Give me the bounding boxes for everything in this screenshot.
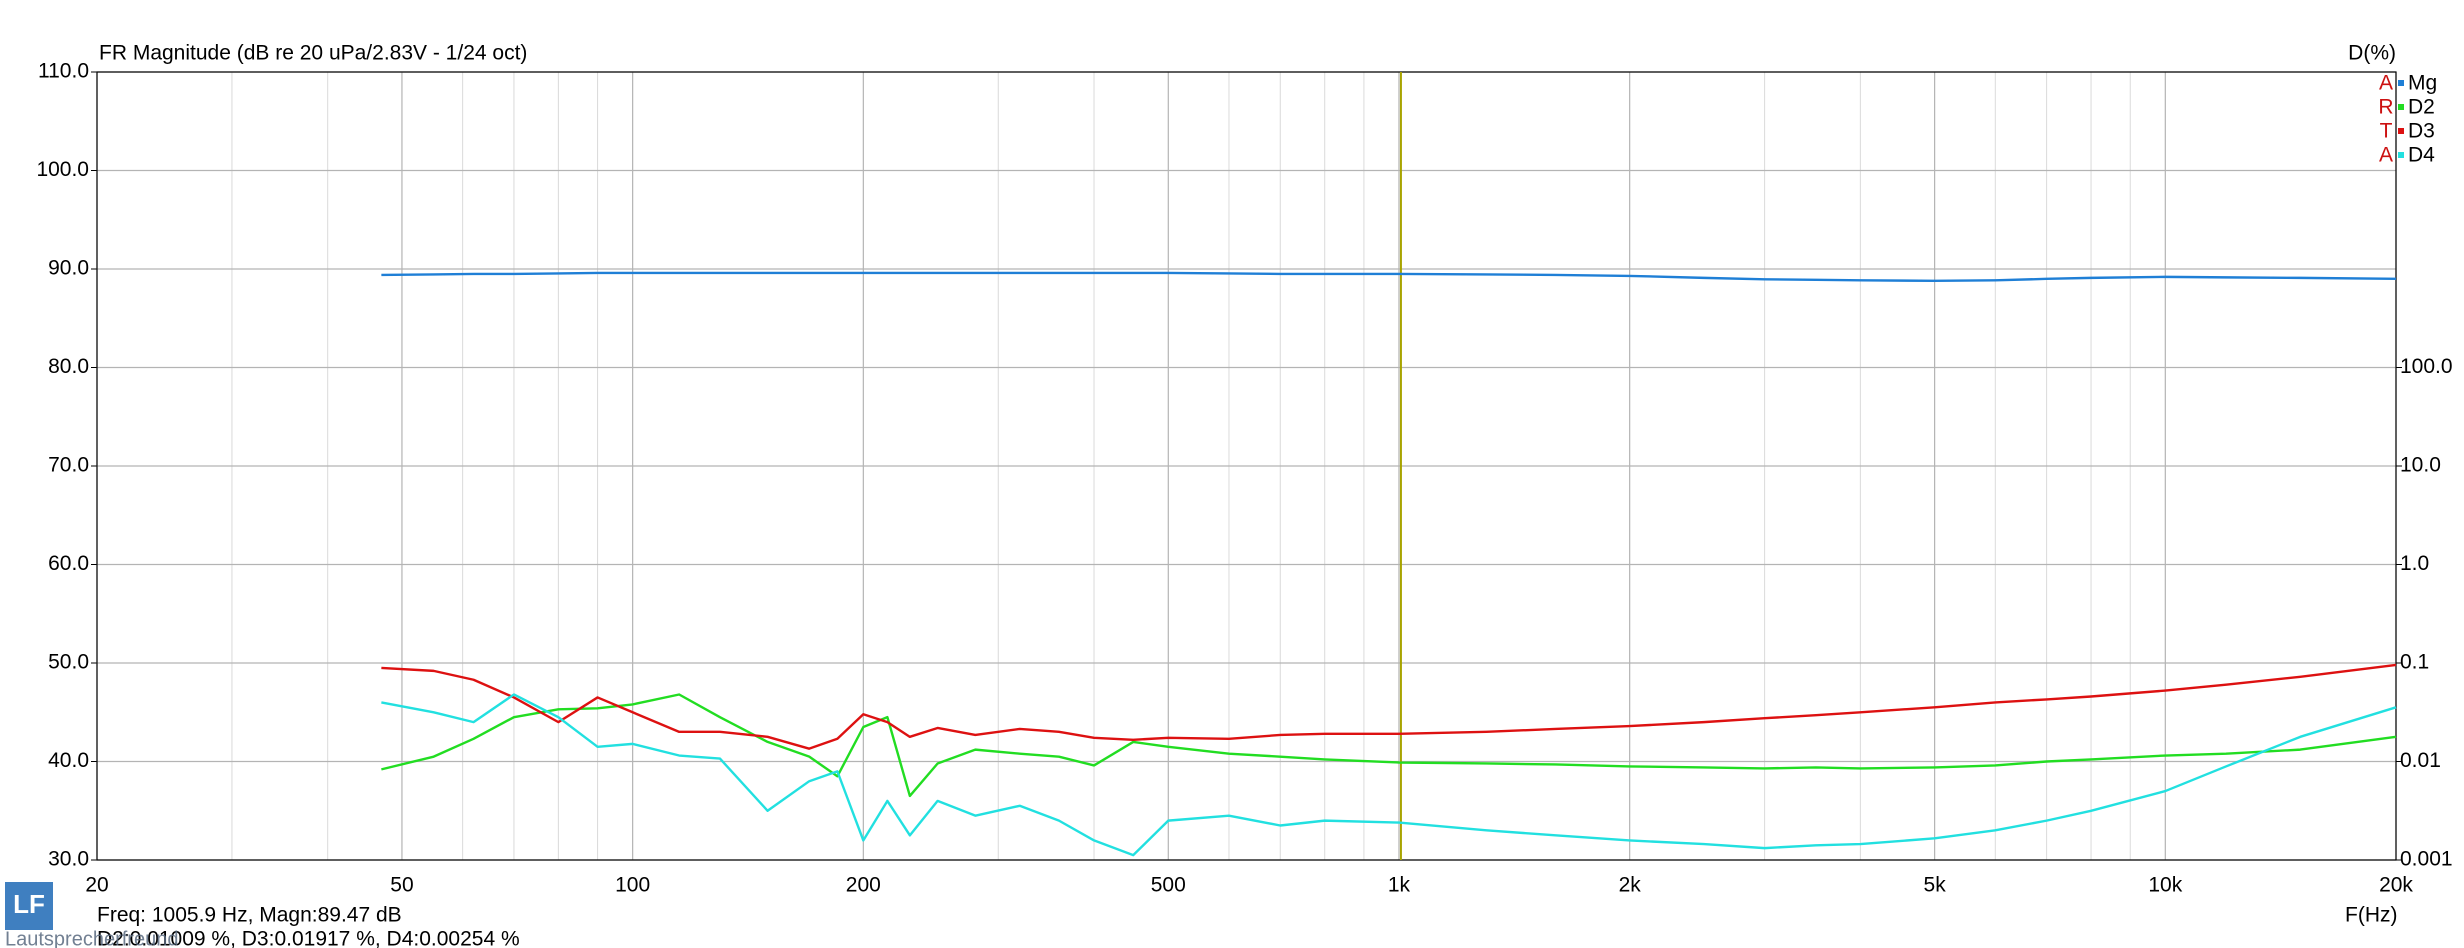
watermark: Lautsprecherfreund (5, 928, 178, 948)
legend-label: D2 (2408, 96, 2435, 119)
x-tick-label: 20 (85, 874, 108, 897)
y-tick-label: 110.0 (38, 60, 89, 83)
y2-axis-label: D(%) (2348, 42, 2396, 65)
legend-label: D4 (2408, 144, 2435, 167)
readout-line: D2:0.01009 %, D3:0.01917 %, D4:0.00254 % (97, 928, 520, 948)
x-tick-label: 5k (1924, 874, 1947, 897)
chart-title: FR Magnitude (dB re 20 uPa/2.83V - 1/24 … (99, 42, 527, 65)
side-letter: A (2379, 72, 2393, 95)
y-tick-label: 80.0 (48, 355, 89, 378)
y2-tick-label: 100.0 (2400, 355, 2453, 378)
y2-tick-label: 1.0 (2400, 552, 2429, 575)
x-tick-label: 50 (390, 874, 413, 897)
series-line (381, 271, 2397, 283)
y2-tick-label: 10.0 (2400, 454, 2441, 477)
side-letter: A (2379, 144, 2393, 167)
series-line (381, 663, 2397, 750)
y2-tick-label: 0.001 (2400, 848, 2453, 871)
legend-swatch (2398, 152, 2404, 158)
logo-box (5, 882, 53, 930)
side-letter: R (2378, 96, 2393, 119)
y-tick-label: 40.0 (48, 749, 89, 772)
readout-line: Freq: 1005.9 Hz, Magn:89.47 dB (97, 904, 402, 927)
x-tick-label: 10k (2148, 874, 2182, 897)
series-line (381, 693, 2397, 857)
y2-tick-label: 0.01 (2400, 749, 2441, 772)
x-tick-label: 2k (1619, 874, 1642, 897)
series-line (381, 693, 2397, 798)
y2-tick-label: 0.1 (2400, 651, 2429, 674)
legend-label: D3 (2408, 120, 2435, 143)
logo: LF (13, 889, 45, 919)
y-tick-label: 50.0 (48, 651, 89, 674)
y-tick-label: 100.0 (36, 158, 89, 181)
y-tick-label: 90.0 (48, 257, 89, 280)
x-tick-label: 1k (1388, 874, 1411, 897)
legend-label: Mg (2408, 72, 2437, 95)
x-axis-label: F(Hz) (2345, 904, 2397, 927)
y-tick-label: 70.0 (48, 454, 89, 477)
x-tick-label: 20k (2379, 874, 2413, 897)
x-tick-label: 200 (846, 874, 881, 897)
y-tick-label: 60.0 (48, 552, 89, 575)
x-tick-label: 500 (1151, 874, 1186, 897)
x-tick-label: 100 (615, 874, 650, 897)
legend-swatch (2398, 104, 2404, 110)
legend-swatch (2398, 128, 2404, 134)
legend-swatch (2398, 80, 2404, 86)
side-letter: T (2380, 120, 2393, 143)
y-tick-label: 30.0 (48, 848, 89, 871)
plot-frame (96, 71, 2397, 861)
